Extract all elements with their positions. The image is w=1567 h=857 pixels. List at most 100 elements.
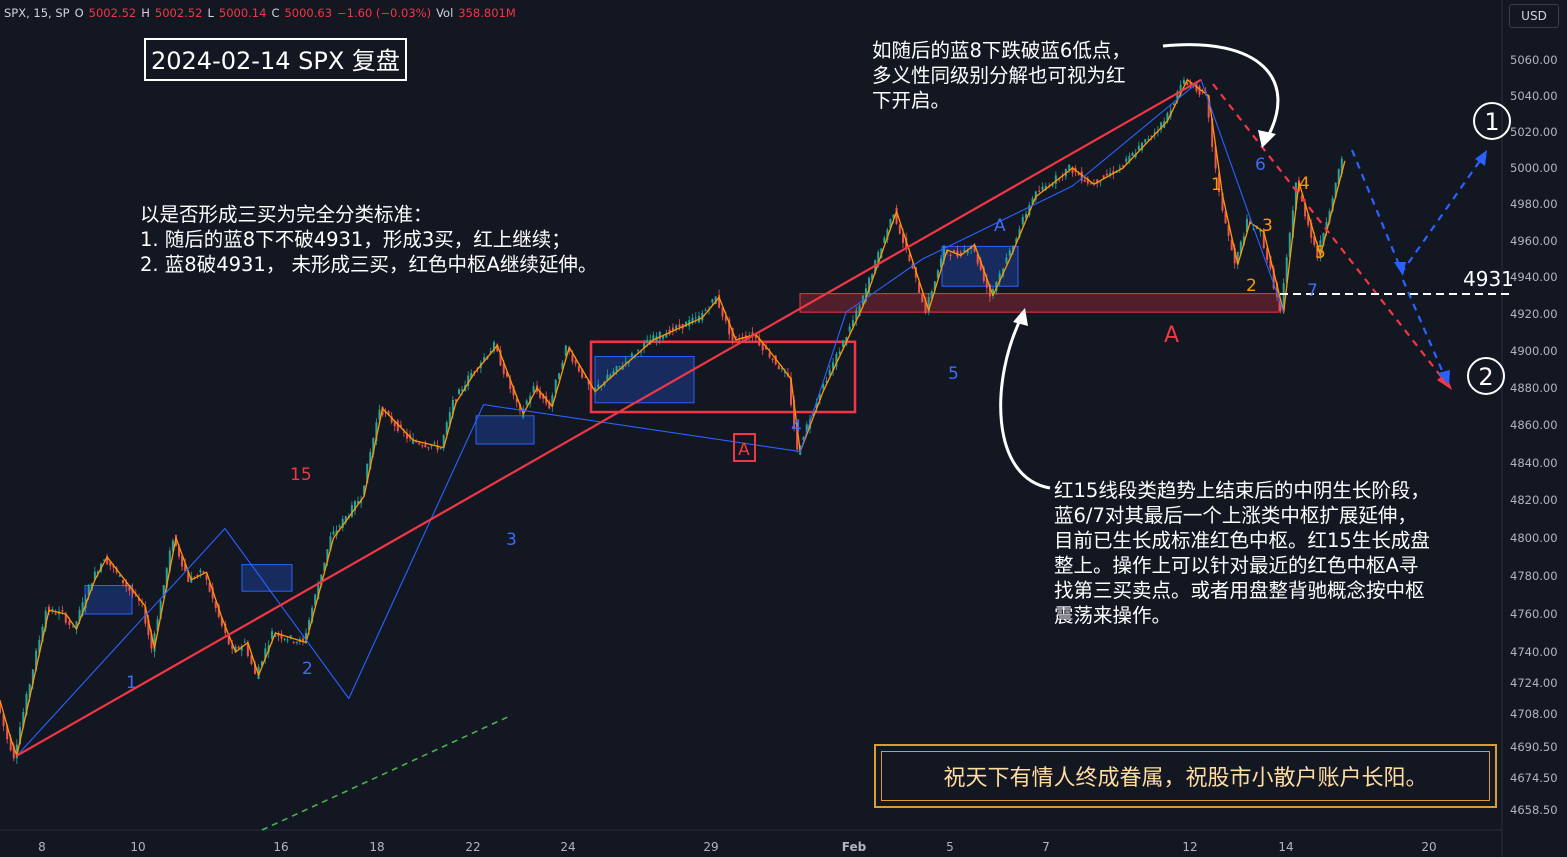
candle-body: [1144, 139, 1147, 143]
candle-body: [257, 666, 260, 680]
candle-body: [809, 419, 812, 429]
candle-body: [314, 594, 317, 606]
candle-body: [1252, 228, 1255, 230]
candle-body: [1008, 250, 1011, 256]
blue-arrowhead-up: [1475, 150, 1487, 166]
candle-body: [150, 634, 153, 649]
candle-body: [243, 641, 246, 643]
candle-body: [2, 713, 5, 726]
candle-body: [1025, 213, 1028, 219]
candle-body: [289, 635, 292, 638]
candle-body: [1166, 113, 1169, 122]
price-tick-label: 4690.50: [1510, 740, 1558, 754]
candle-body: [1077, 173, 1080, 176]
time-tick-label: 5: [946, 840, 954, 854]
red-pivot-zone: [589, 340, 857, 414]
candle-body: [684, 321, 687, 327]
candle-body: [991, 288, 994, 296]
candle-body: [618, 366, 621, 368]
price-tick-label: 4800.00: [1510, 531, 1558, 545]
candle-body: [1259, 229, 1262, 232]
time-tick-label: 18: [369, 840, 384, 854]
candle-body: [1337, 169, 1340, 185]
candle-body: [378, 409, 381, 420]
candle-body: [81, 602, 84, 616]
candle-body: [564, 345, 567, 356]
time-tick-label: 10: [130, 840, 145, 854]
candle-body: [103, 559, 106, 561]
candle-body: [75, 621, 78, 629]
callout-arrow-top: [1162, 43, 1280, 141]
candle-body: [184, 563, 187, 572]
currency-button[interactable]: USD: [1509, 4, 1559, 28]
candle-body: [439, 447, 442, 449]
candle-body: [271, 631, 274, 639]
red-label-15: 15: [290, 465, 312, 485]
time-tick-label: 24: [560, 840, 575, 854]
candle-body: [665, 333, 668, 338]
candle-body: [1189, 83, 1192, 85]
candle-body: [220, 617, 223, 626]
candle-body: [442, 435, 445, 447]
candle-body: [584, 376, 587, 378]
price-tick-label: 5000.00: [1510, 161, 1558, 175]
candle-body: [758, 338, 761, 346]
candle-body: [848, 326, 851, 332]
candle-body: [868, 277, 871, 293]
candle-body: [250, 655, 253, 665]
candle-body: [998, 273, 1001, 282]
candle-body: [1147, 139, 1150, 141]
blue-pivot-zone: [241, 564, 293, 592]
candle-body: [19, 727, 22, 745]
candle-body: [630, 353, 633, 356]
candle-body: [254, 663, 256, 675]
candle-body: [237, 646, 240, 649]
candle-body: [264, 648, 267, 659]
blue-pivot-zone: [84, 585, 133, 615]
candle-body: [44, 610, 47, 629]
blue-label-6: 6: [1255, 155, 1266, 175]
candle-body: [828, 370, 831, 376]
price-tick-label: 4760.00: [1510, 607, 1558, 621]
candle-body: [1227, 224, 1230, 236]
candle-body: [889, 218, 892, 229]
candle-body: [329, 536, 332, 551]
candle-body: [54, 613, 57, 615]
candle-body: [985, 278, 988, 288]
candle-body: [1051, 183, 1054, 187]
candle-body: [1207, 95, 1210, 118]
candle-body: [1115, 172, 1118, 174]
candle-body: [125, 582, 128, 587]
candle-body: [211, 587, 214, 599]
candle-body: [678, 324, 681, 328]
candle-body: [838, 351, 841, 355]
candle-body: [1291, 210, 1294, 238]
candle-body: [240, 646, 243, 651]
candle-body: [320, 574, 323, 586]
candle-body: [963, 249, 966, 252]
candle-body: [1218, 172, 1221, 192]
candle-body: [988, 284, 991, 297]
candle-body: [454, 399, 457, 402]
candle-body: [939, 258, 942, 268]
candle-body: [224, 623, 227, 634]
candle-body: [1089, 183, 1092, 185]
candle-body: [317, 584, 320, 600]
price-tick-label: 4658.50: [1510, 803, 1558, 817]
orange-stroke-line: [0, 79, 1346, 757]
time-tick-label: 22: [465, 840, 480, 854]
low-value: 5000.14: [218, 6, 267, 20]
candle-body: [512, 386, 515, 396]
candle-body: [943, 246, 946, 261]
candle-body: [341, 519, 344, 528]
time-axis: 8 10 16 18 22 24 29 Feb 5 7 12 14 20: [38, 840, 1436, 854]
time-tick-label: Feb: [842, 840, 867, 854]
candle-body: [908, 254, 911, 261]
candle-body: [1153, 132, 1156, 135]
candle-body: [109, 561, 112, 566]
candle-body: [1086, 178, 1089, 184]
red-label-A-box: [733, 433, 756, 462]
candle-body: [1015, 238, 1018, 244]
candle-body: [851, 320, 854, 327]
